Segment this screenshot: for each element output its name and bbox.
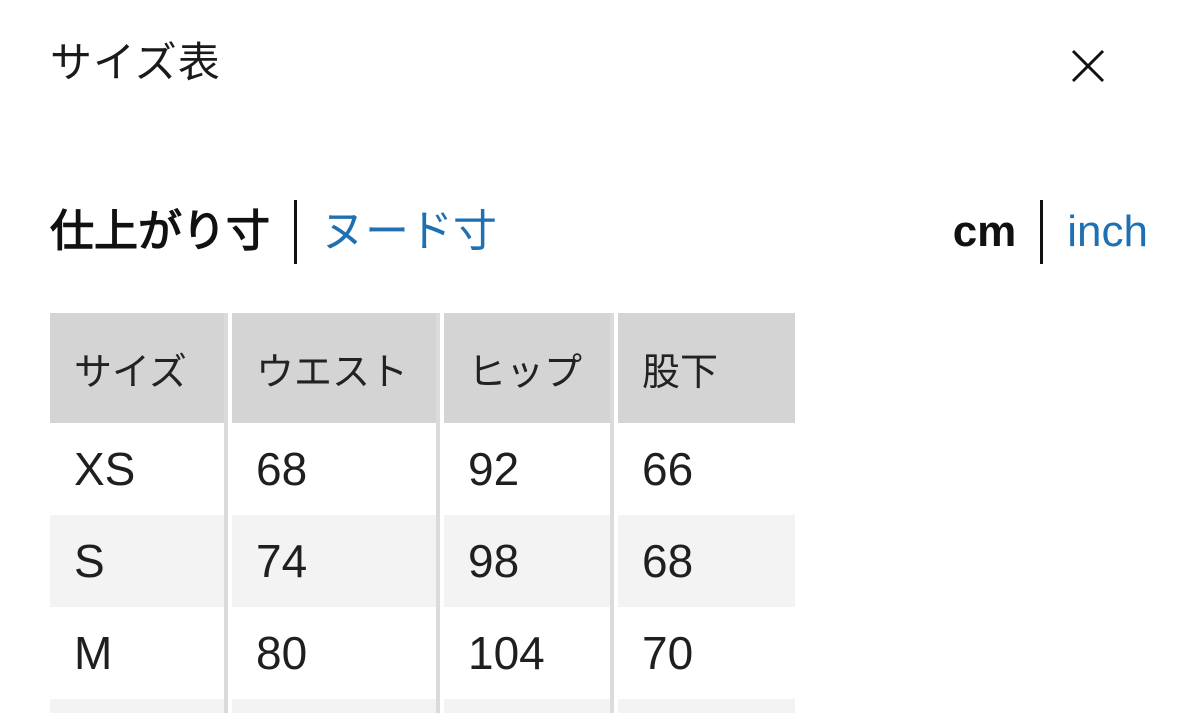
table-cell: 74 (232, 515, 440, 607)
table-row: M 80 104 70 (50, 607, 795, 699)
unit-toggle: cm inch (953, 198, 1148, 266)
toggle-divider (294, 200, 297, 264)
table-cell: 104 (444, 607, 614, 699)
size-table: サイズ ウエスト ヒップ 股下 XS 68 92 66 S 74 98 68 M 80 104 70 (50, 313, 795, 713)
column-header-hip: ヒップ (444, 313, 614, 423)
table-row: XS 68 92 66 (50, 423, 795, 515)
table-cell (444, 699, 614, 713)
table-cell: 66 (618, 423, 795, 515)
table-body: XS 68 92 66 S 74 98 68 M 80 104 70 (50, 423, 795, 699)
table-row-partial (50, 699, 795, 713)
toggle-divider (1040, 200, 1044, 264)
page-title: サイズ表 (50, 39, 221, 86)
tab-nude-measurements[interactable]: ヌード寸 (321, 207, 497, 256)
toggle-row: 仕上がり寸 ヌード寸 cm inch (50, 198, 1148, 266)
measurement-type-toggle: 仕上がり寸 ヌード寸 (50, 198, 497, 266)
column-header-waist: ウエスト (232, 313, 440, 423)
table-cell: S (50, 515, 228, 607)
table-cell: 80 (232, 607, 440, 699)
close-button[interactable] (1064, 42, 1112, 90)
tab-unit-cm[interactable]: cm (952, 207, 1017, 256)
table-row: S 74 98 68 (50, 515, 795, 607)
table-cell: 70 (618, 607, 795, 699)
table-cell (618, 699, 795, 713)
column-header-size: サイズ (50, 313, 228, 423)
table-cell: XS (50, 423, 228, 515)
tab-finished-measurements[interactable]: 仕上がり寸 (50, 207, 270, 256)
table-cell: M (50, 607, 228, 699)
table-cell: 68 (618, 515, 795, 607)
table-header-row: サイズ ウエスト ヒップ 股下 (50, 313, 795, 423)
table-cell: 92 (444, 423, 614, 515)
column-header-inseam: 股下 (618, 313, 795, 423)
close-icon (1071, 49, 1105, 83)
table-cell (232, 699, 440, 713)
table-cell (50, 699, 228, 713)
table-cell: 68 (232, 423, 440, 515)
table-cell: 98 (444, 515, 614, 607)
tab-unit-inch[interactable]: inch (1067, 207, 1148, 256)
